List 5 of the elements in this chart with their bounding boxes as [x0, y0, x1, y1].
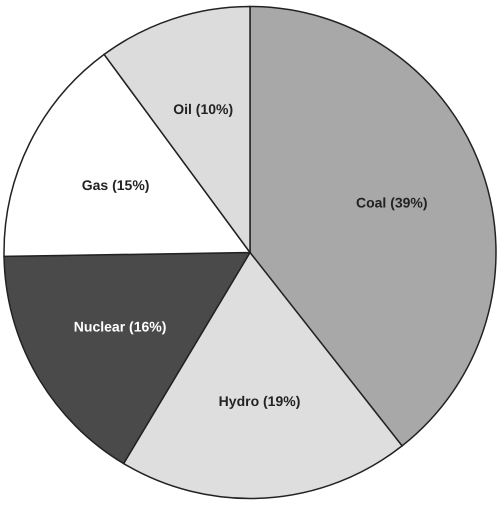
- slice-label: Nuclear (16%): [74, 318, 166, 334]
- slice-label: Coal (39%): [356, 194, 428, 210]
- slice-label: Oil (10%): [173, 100, 234, 117]
- slice-label: Hydro (19%): [218, 393, 300, 410]
- slice-label: Gas (15%): [82, 176, 150, 193]
